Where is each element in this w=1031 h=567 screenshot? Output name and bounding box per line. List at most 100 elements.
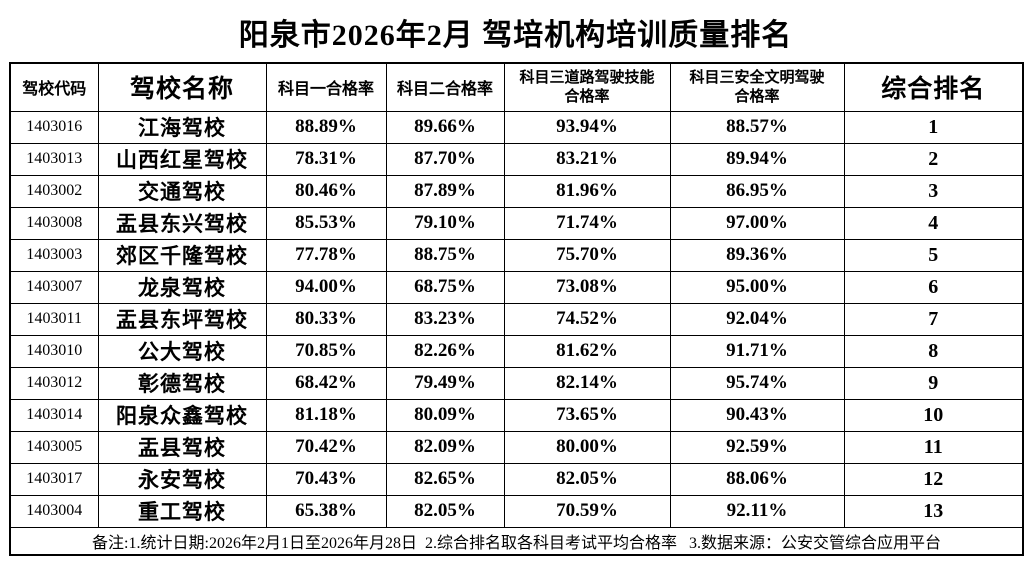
subject3-safety-pass-rate: 95.74% (669, 366, 845, 400)
subject2-pass-rate: 82.65% (385, 462, 505, 496)
table-row: 1403011 盂县东坪驾校 80.33% 83.23% 74.52% 92.04% 7 (9, 302, 1024, 336)
subject2-pass-rate: 80.09% (385, 398, 505, 432)
note-row: 备注:1.统计日期:2026年2月1日至2026年月28日 2.综合排名取各科目… (9, 526, 1024, 556)
subject3-road-pass-rate: 93.94% (503, 110, 671, 144)
table-row: 1403016 江海驾校 88.89% 89.66% 93.94% 88.57% 1 (9, 110, 1024, 144)
school-code: 1403012 (9, 366, 99, 400)
subject3-safety-pass-rate: 90.43% (669, 398, 845, 432)
school-code: 1403014 (9, 398, 99, 432)
subject1-pass-rate: 68.42% (265, 366, 387, 400)
table-row: 1403012 彰德驾校 68.42% 79.49% 82.14% 95.74% 9 (9, 366, 1024, 400)
overall-rank: 3 (843, 174, 1024, 208)
subject3-safety-pass-rate: 86.95% (669, 174, 845, 208)
subject3-safety-pass-rate: 89.94% (669, 142, 845, 176)
subject2-pass-rate: 68.75% (385, 270, 505, 304)
subject1-pass-rate: 77.78% (265, 238, 387, 272)
table-row: 1403004 重工驾校 65.38% 82.05% 70.59% 92.11% 13 (9, 494, 1024, 528)
subject1-pass-rate: 81.18% (265, 398, 387, 432)
table-note: 备注:1.统计日期:2026年2月1日至2026年月28日 2.综合排名取各科目… (9, 526, 1024, 556)
subject2-pass-rate: 82.09% (385, 430, 505, 464)
subject1-pass-rate: 80.46% (265, 174, 387, 208)
overall-rank: 2 (843, 142, 1024, 176)
subject3-safety-pass-rate: 97.00% (669, 206, 845, 240)
subject3-road-pass-rate: 74.52% (503, 302, 671, 336)
subject2-pass-rate: 82.26% (385, 334, 505, 368)
subject2-pass-rate: 83.23% (385, 302, 505, 336)
school-name: 江海驾校 (97, 110, 267, 144)
subject2-pass-rate: 87.70% (385, 142, 505, 176)
school-code: 1403017 (9, 462, 99, 496)
subject3-road-pass-rate: 80.00% (503, 430, 671, 464)
overall-rank: 11 (843, 430, 1024, 464)
subject2-pass-rate: 87.89% (385, 174, 505, 208)
subject3-road-pass-rate: 82.14% (503, 366, 671, 400)
school-name: 郊区千隆驾校 (97, 238, 267, 272)
school-name: 盂县驾校 (97, 430, 267, 464)
school-name: 盂县东兴驾校 (97, 206, 267, 240)
school-name: 重工驾校 (97, 494, 267, 528)
subject2-pass-rate: 88.75% (385, 238, 505, 272)
table-row: 1403007 龙泉驾校 94.00% 68.75% 73.08% 95.00% 6 (9, 270, 1024, 304)
overall-rank: 1 (843, 110, 1024, 144)
school-code: 1403003 (9, 238, 99, 272)
subject2-pass-rate: 89.66% (385, 110, 505, 144)
subject1-pass-rate: 78.31% (265, 142, 387, 176)
table-row: 1403003 郊区千隆驾校 77.78% 88.75% 75.70% 89.36% 5 (9, 238, 1024, 272)
school-code: 1403010 (9, 334, 99, 368)
subject3-road-pass-rate: 81.96% (503, 174, 671, 208)
overall-rank: 5 (843, 238, 1024, 272)
overall-rank: 12 (843, 462, 1024, 496)
subject1-pass-rate: 70.85% (265, 334, 387, 368)
subject3-safety-pass-rate: 95.00% (669, 270, 845, 304)
overall-rank: 8 (843, 334, 1024, 368)
school-name: 彰德驾校 (97, 366, 267, 400)
subject3-safety-pass-rate: 92.59% (669, 430, 845, 464)
header-subject3-safety-rate: 科目三安全文明驾驶 合格率 (669, 62, 845, 112)
overall-rank: 10 (843, 398, 1024, 432)
subject3-safety-pass-rate: 88.57% (669, 110, 845, 144)
school-name: 龙泉驾校 (97, 270, 267, 304)
header-subject3-road-rate: 科目三道路驾驶技能 合格率 (503, 62, 671, 112)
school-name: 盂县东坪驾校 (97, 302, 267, 336)
subject3-road-pass-rate: 83.21% (503, 142, 671, 176)
school-code: 1403002 (9, 174, 99, 208)
table-row: 1403013 山西红星驾校 78.31% 87.70% 83.21% 89.94% 2 (9, 142, 1024, 176)
school-name: 永安驾校 (97, 462, 267, 496)
subject2-pass-rate: 82.05% (385, 494, 505, 528)
header-school-code: 驾校代码 (9, 62, 99, 112)
subject2-pass-rate: 79.10% (385, 206, 505, 240)
overall-rank: 13 (843, 494, 1024, 528)
subject3-road-pass-rate: 75.70% (503, 238, 671, 272)
subject3-safety-pass-rate: 92.04% (669, 302, 845, 336)
header-subject1-rate: 科目一合格率 (265, 62, 387, 112)
subject1-pass-rate: 70.42% (265, 430, 387, 464)
school-code: 1403013 (9, 142, 99, 176)
overall-rank: 9 (843, 366, 1024, 400)
subject3-road-pass-rate: 81.62% (503, 334, 671, 368)
table-row: 1403008 盂县东兴驾校 85.53% 79.10% 71.74% 97.00% 4 (9, 206, 1024, 240)
overall-rank: 6 (843, 270, 1024, 304)
subject1-pass-rate: 70.43% (265, 462, 387, 496)
subject3-safety-pass-rate: 92.11% (669, 494, 845, 528)
subject3-road-pass-rate: 70.59% (503, 494, 671, 528)
overall-rank: 7 (843, 302, 1024, 336)
school-code: 1403004 (9, 494, 99, 528)
subject3-road-pass-rate: 71.74% (503, 206, 671, 240)
header-subject2-rate: 科目二合格率 (385, 62, 505, 112)
school-code: 1403008 (9, 206, 99, 240)
subject2-pass-rate: 79.49% (385, 366, 505, 400)
subject3-road-pass-rate: 82.05% (503, 462, 671, 496)
subject3-road-pass-rate: 73.65% (503, 398, 671, 432)
header-school-name: 驾校名称 (97, 62, 267, 112)
subject3-safety-pass-rate: 88.06% (669, 462, 845, 496)
header-row: 驾校代码 驾校名称 科目一合格率 科目二合格率 科目三道路驾驶技能 合格率 科目… (9, 62, 1024, 112)
school-name: 山西红星驾校 (97, 142, 267, 176)
subject1-pass-rate: 85.53% (265, 206, 387, 240)
subject1-pass-rate: 65.38% (265, 494, 387, 528)
header-overall-rank: 综合排名 (843, 62, 1024, 112)
school-code: 1403005 (9, 430, 99, 464)
overall-rank: 4 (843, 206, 1024, 240)
subject1-pass-rate: 88.89% (265, 110, 387, 144)
table-row: 1403010 公大驾校 70.85% 82.26% 81.62% 91.71% 8 (9, 334, 1024, 368)
school-name: 公大驾校 (97, 334, 267, 368)
